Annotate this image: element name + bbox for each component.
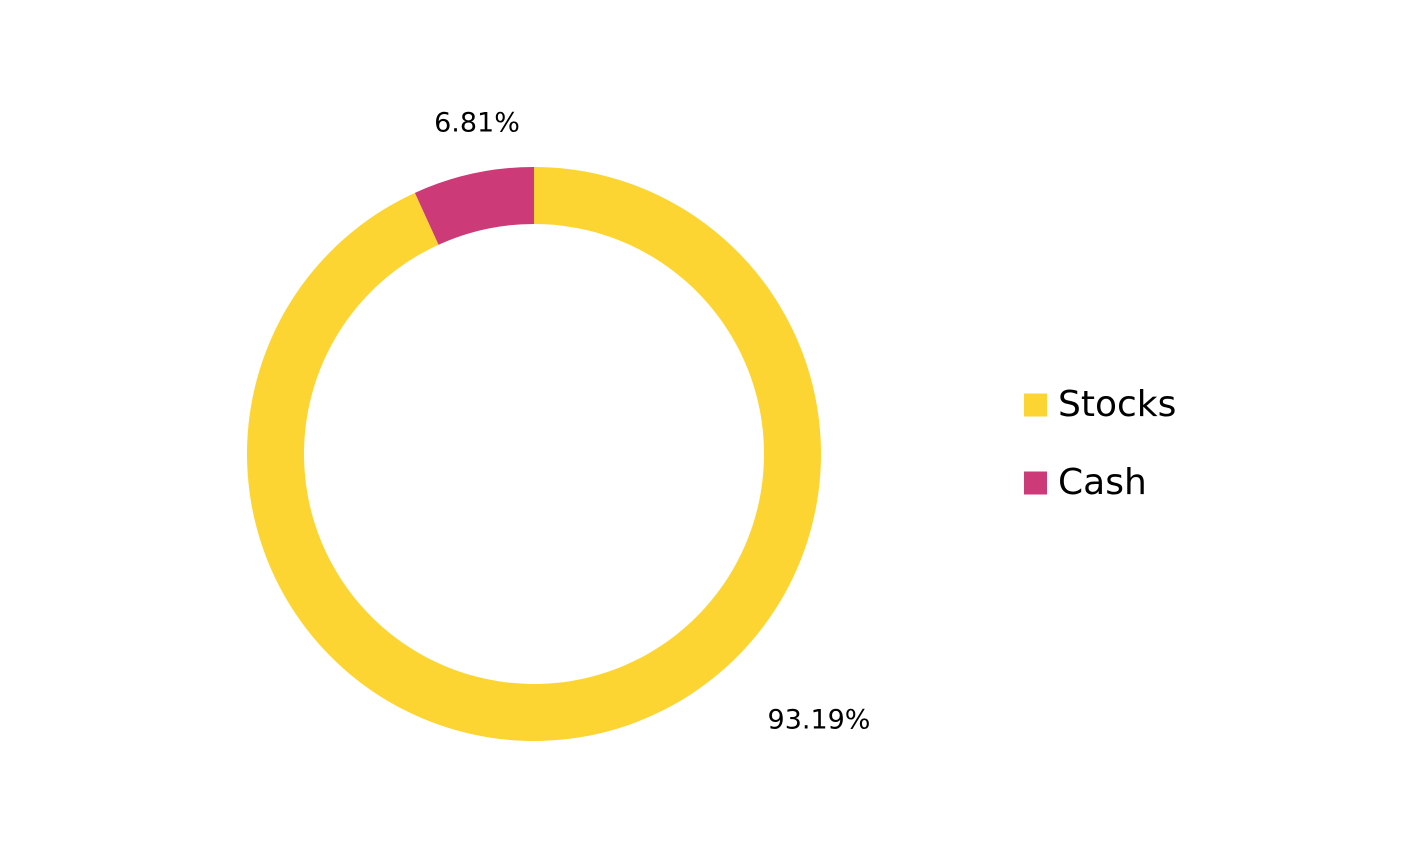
data-label: 6.81% xyxy=(434,108,520,139)
data-label: 93.19% xyxy=(768,705,871,736)
legend-label: Cash xyxy=(1058,462,1147,503)
legend-swatch xyxy=(1024,471,1047,495)
legend-label: Stocks xyxy=(1058,384,1176,425)
legend-swatch xyxy=(1024,393,1047,417)
donut-slice xyxy=(247,167,821,741)
donut-slice xyxy=(414,167,534,245)
